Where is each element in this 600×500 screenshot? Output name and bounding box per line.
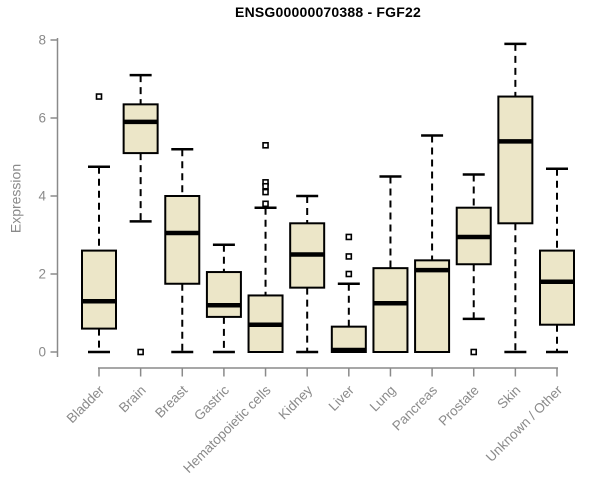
outlier-point (470, 348, 478, 356)
boxplot-prostate (455, 173, 492, 356)
boxplot-liver (330, 233, 367, 353)
iqr-box (164, 195, 201, 285)
iqr-box (330, 325, 367, 353)
iqr-box (122, 103, 159, 155)
boxplot-brain (122, 73, 159, 356)
y-tick-label-6: 6 (38, 111, 46, 126)
outlier-point (262, 182, 269, 190)
x-tick-label-bladder: Bladder (64, 382, 108, 426)
iqr-box (205, 271, 242, 318)
x-tick-label-brain: Brain (116, 383, 149, 416)
x-tick-label-skin: Skin (494, 383, 523, 412)
iqr-box (497, 95, 534, 225)
outlier-point (262, 200, 269, 208)
y-tick-label-0: 0 (38, 345, 46, 360)
y-tick-label-8: 8 (38, 33, 46, 48)
y-tick-label-4: 4 (38, 189, 46, 204)
x-tick-label-unknown-other: Unknown / Other (483, 382, 566, 465)
x-tick-label-gastric: Gastric (191, 382, 232, 423)
outlier-point (95, 93, 103, 100)
boxplot-lung (372, 175, 409, 353)
x-tick-label-kidney: Kidney (276, 382, 316, 422)
y-tick-label-2: 2 (38, 267, 46, 282)
boxplot-hematopoietic-cells (247, 142, 284, 354)
boxplot-kidney (289, 194, 326, 354)
iqr-box (539, 249, 575, 326)
boxplot-gastric (205, 243, 242, 354)
outlier-point (262, 188, 269, 196)
x-tick-label-liver: Liver (326, 382, 358, 414)
x-tick-label-lung: Lung (367, 383, 399, 415)
boxplot-breast (164, 147, 201, 354)
chart-title: ENSG00000070388 - FGF22 (235, 4, 421, 20)
outlier-point (345, 270, 353, 278)
x-tick-label-prostate: Prostate (436, 383, 482, 429)
boxplot-bladder (81, 93, 117, 354)
boxplot-unknown-other (539, 167, 575, 354)
outlier-point (345, 233, 353, 241)
x-tick-label-breast: Breast (152, 382, 190, 420)
x-tick-label-pancreas: Pancreas (389, 382, 440, 433)
boxplot-pancreas (414, 134, 451, 354)
outlier-point (345, 253, 353, 260)
iqr-box (81, 249, 117, 330)
boxplot-skin (497, 42, 534, 354)
iqr-box (414, 259, 451, 354)
iqr-box (372, 267, 409, 353)
outlier-point (262, 142, 269, 149)
outlier-point (137, 348, 144, 356)
